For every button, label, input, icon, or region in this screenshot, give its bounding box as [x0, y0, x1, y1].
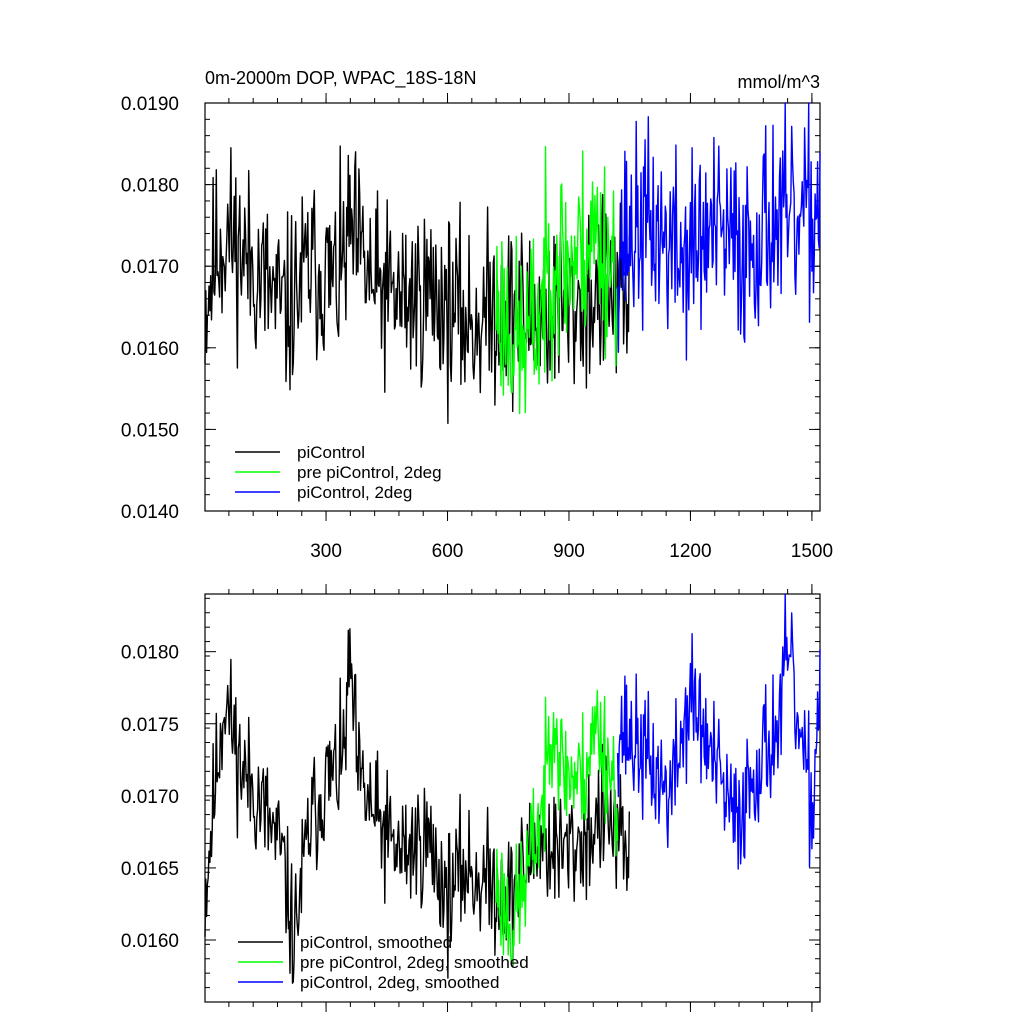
top-legend: piControl pre piControl, 2deg piControl,…: [235, 443, 442, 502]
legend-label: pre piControl, 2deg: [297, 463, 442, 482]
y-tick-label: 0.0150: [121, 420, 179, 441]
x-tick-label: 1200: [669, 541, 711, 562]
y-tick-label: 0.0180: [121, 176, 179, 197]
y-tick-label: 0.0160: [121, 339, 179, 360]
x-tick-label: 300: [310, 541, 342, 562]
y-tick-label: 0.0140: [121, 502, 179, 523]
top-panel: 0.0140 0.0150 0.0160 0.0170 0.0180 0.019…: [121, 93, 833, 562]
bottom-panel: 0.0160 0.0165 0.0170 0.0175 0.0180 piCon…: [121, 584, 821, 1012]
y-tick-label: 0.0165: [121, 859, 179, 880]
y-tick-label: 0.0180: [121, 643, 179, 664]
y-tick-label: 0.0175: [121, 715, 179, 736]
legend-label: pre piControl, 2deg, smoothed: [300, 953, 529, 972]
series-line-picontrol-2deg-smoothed: [616, 593, 821, 870]
legend-label: piControl, smoothed: [300, 933, 452, 952]
bottom-series: [204, 593, 821, 984]
top-y-tick-labels: 0.0140 0.0150 0.0160 0.0170 0.0180 0.019…: [121, 94, 179, 523]
figure-title: 0m-2000m DOP, WPAC_18S-18N: [205, 68, 476, 89]
y-tick-label: 0.0160: [121, 931, 179, 952]
series-line-pre-picontrol-2deg: [495, 145, 619, 415]
series-line-pre-picontrol-2deg-smoothed: [495, 689, 619, 966]
series-line-picontrol-2deg: [616, 102, 821, 361]
top-x-tick-labels: 300 600 900 1200 1500: [310, 541, 833, 562]
top-series: [204, 102, 821, 425]
legend-label: piControl, 2deg, smoothed: [300, 973, 499, 992]
units-label: mmol/m^3: [738, 72, 820, 92]
legend-label: piControl, 2deg: [297, 483, 412, 502]
y-tick-label: 0.0170: [121, 787, 179, 808]
x-tick-label: 600: [432, 541, 464, 562]
x-tick-label: 900: [553, 541, 585, 562]
y-tick-label: 0.0170: [121, 257, 179, 278]
bottom-ticks: [205, 584, 820, 1012]
bottom-plot-frame: [204, 593, 821, 1003]
bottom-legend: piControl, smoothed pre piControl, 2deg,…: [238, 933, 529, 992]
x-tick-label: 1500: [791, 541, 833, 562]
series-line-picontrol-smoothed: [204, 628, 630, 984]
y-tick-label: 0.0190: [121, 94, 179, 115]
bottom-y-tick-labels: 0.0160 0.0165 0.0170 0.0175 0.0180: [121, 643, 179, 952]
legend-label: piControl: [297, 443, 365, 462]
